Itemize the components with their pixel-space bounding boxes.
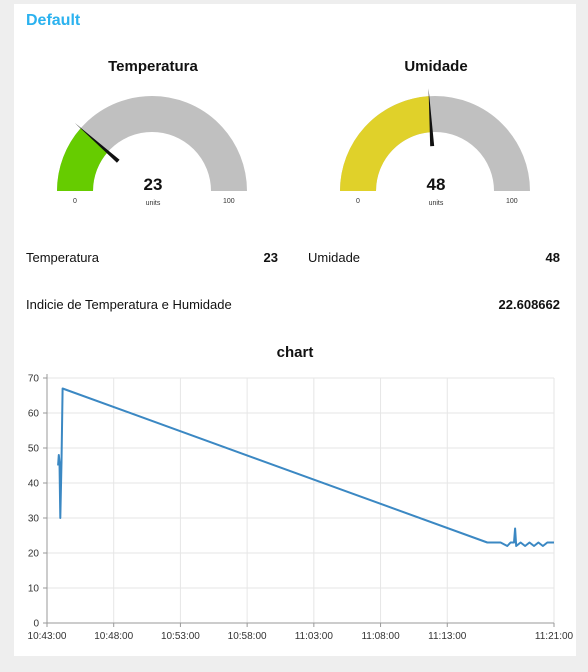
x-tick-label: 11:08:00 bbox=[361, 631, 400, 642]
y-tick-label: 30 bbox=[28, 514, 40, 525]
gauge-fill bbox=[340, 96, 433, 192]
group-title: Default bbox=[26, 12, 81, 29]
x-tick-label: 10:53:00 bbox=[161, 631, 200, 642]
gauge-umidade: Umidade 48 units 0 100 bbox=[321, 50, 551, 220]
text-label: Umidade bbox=[308, 250, 361, 265]
gauge-value: 23 bbox=[143, 175, 163, 194]
gauge-min: 0 bbox=[356, 198, 360, 205]
chart: 0 10 20 30 40 50 60 70 10:43:00 10:48:00 10:53:00 1… bbox=[14, 340, 576, 656]
x-tick-label: 11:03:00 bbox=[295, 631, 334, 642]
gauge-needle bbox=[74, 122, 120, 163]
y-tick-label: 60 bbox=[28, 409, 40, 420]
gauge-title: Temperatura bbox=[108, 58, 198, 75]
gauge-fill bbox=[57, 128, 109, 192]
y-tick-label: 40 bbox=[28, 479, 40, 490]
chart-plot: 0 10 20 30 40 50 60 70 10:43:00 10:48:00 10:53:00 1… bbox=[28, 374, 574, 643]
text-row-umidade: Umidade 48 bbox=[308, 250, 560, 268]
x-tick-label: 11:13:00 bbox=[428, 631, 467, 642]
gauge-value: 48 bbox=[426, 175, 446, 194]
text-value: 23 bbox=[263, 250, 278, 265]
y-tick-label: 0 bbox=[33, 619, 39, 630]
text-row-indice: Indicie de Temperatura e Humidade 22.608… bbox=[26, 297, 560, 315]
gauge-temperatura: Temperatura 23 units 0 100 bbox=[38, 50, 268, 220]
gauge-min: 0 bbox=[73, 198, 77, 205]
x-tick-label: 10:48:00 bbox=[94, 631, 133, 642]
gauge-units: units bbox=[428, 200, 444, 207]
gauge-max: 100 bbox=[223, 198, 235, 205]
y-tick-label: 50 bbox=[28, 444, 40, 455]
text-value: 48 bbox=[545, 250, 560, 265]
text-value: 22.608662 bbox=[498, 297, 560, 312]
x-tick-label: 11:21:00 bbox=[535, 631, 574, 642]
gauge-needle bbox=[428, 88, 435, 147]
dashboard-card: Default Temperatura 23 units 0 100 Umida… bbox=[14, 4, 576, 656]
series-line bbox=[57, 387, 554, 547]
text-label: Indicie de Temperatura e Humidade bbox=[26, 297, 232, 312]
gauge-title: Umidade bbox=[404, 58, 468, 75]
y-tick-label: 20 bbox=[28, 549, 40, 560]
gauge-units: units bbox=[145, 200, 161, 207]
x-tick-label: 10:58:00 bbox=[228, 631, 267, 642]
y-tick-label: 70 bbox=[28, 374, 40, 385]
text-label: Temperatura bbox=[26, 250, 99, 265]
x-tick-label: 10:43:00 bbox=[28, 631, 67, 642]
gauge-arc bbox=[340, 88, 530, 192]
chart-title: chart bbox=[276, 344, 314, 361]
gauge-arc bbox=[57, 96, 247, 192]
y-tick-label: 10 bbox=[28, 584, 40, 595]
text-row-temperatura: Temperatura 23 bbox=[26, 250, 278, 268]
gauge-max: 100 bbox=[506, 198, 518, 205]
